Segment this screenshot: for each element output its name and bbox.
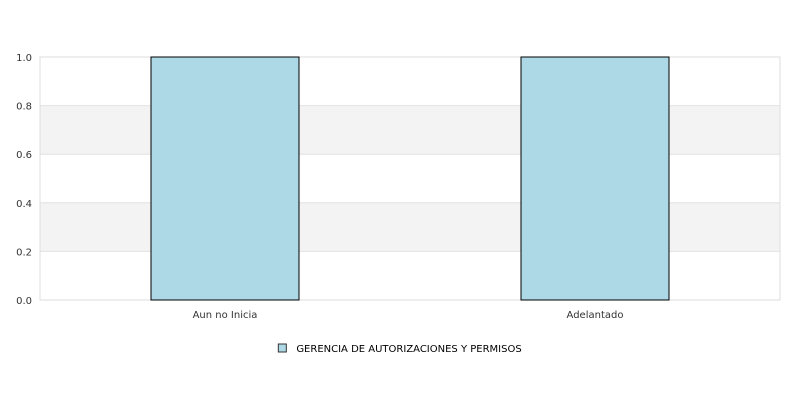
y-tick-label: 0.4 <box>16 199 32 210</box>
y-tick-label: 0.0 <box>16 296 32 307</box>
y-tick-label: 0.8 <box>16 102 32 113</box>
bars <box>150 56 670 301</box>
legend-swatch <box>277 343 287 353</box>
y-tick-label: 0.6 <box>16 150 32 161</box>
bar <box>520 56 670 301</box>
y-tick-label: 1.0 <box>16 53 32 64</box>
legend-label: GERENCIA DE AUTORIZACIONES Y PERMISOS <box>296 344 521 355</box>
x-tick-label: Aun no Inicia <box>193 310 258 321</box>
y-axis-tick-labels: 0.0 0.2 0.4 0.6 0.8 1.0 <box>16 53 32 307</box>
x-axis-tick-labels: Aun no Inicia Adelantado <box>193 310 624 321</box>
bar <box>150 56 300 301</box>
x-tick-label: Adelantado <box>567 310 624 321</box>
legend: GERENCIA DE AUTORIZACIONES Y PERMISOS <box>277 343 522 355</box>
plot-area-frame <box>39 56 781 301</box>
y-tick-label: 0.2 <box>16 247 32 258</box>
